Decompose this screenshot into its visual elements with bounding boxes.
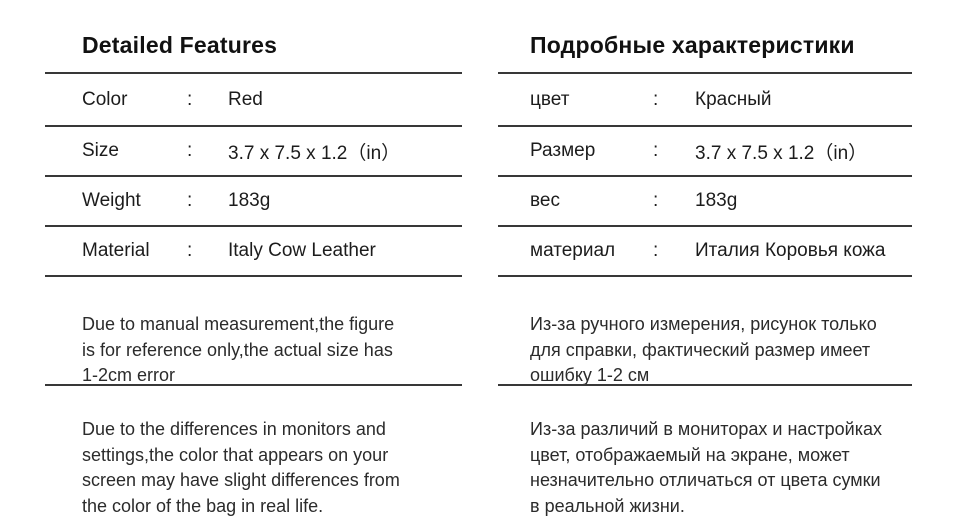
- spec-colon: :: [187, 190, 193, 211]
- spec-table: цвет : Красный Размер : 3.7 x 7.5 x 1.2（…: [498, 72, 912, 277]
- spec-colon: :: [653, 240, 659, 261]
- spec-label: цвет: [530, 88, 570, 110]
- spec-label: Size: [82, 140, 119, 161]
- spec-row-weight: вес : 183g: [498, 177, 912, 227]
- spec-label: Color: [82, 88, 128, 110]
- spec-colon: :: [187, 140, 193, 161]
- section-title: Detailed Features: [82, 32, 278, 58]
- spec-row-weight: Weight : 183g: [45, 177, 462, 227]
- spec-row-size: Размер : 3.7 x 7.5 x 1.2（in）: [498, 127, 912, 177]
- spec-colon: :: [653, 140, 659, 161]
- spec-table: Color : Red Size : 3.7 x 7.5 x 1.2（in） W…: [45, 72, 462, 277]
- spec-value: Red: [228, 88, 263, 110]
- measurement-disclaimer: Due to manual measurement,the figure is …: [82, 314, 395, 385]
- section-english: Detailed Features Color : Red Size : 3.7…: [45, 0, 462, 525]
- divider: [45, 384, 462, 386]
- spec-value: 183g: [695, 190, 738, 211]
- spec-label: Material: [82, 240, 150, 261]
- spec-value: 3.7 x 7.5 x 1.2（in）: [228, 142, 401, 164]
- spec-row-size: Size : 3.7 x 7.5 x 1.2（in）: [45, 127, 462, 177]
- spec-label: Размер: [530, 140, 596, 161]
- spec-colon: :: [653, 190, 659, 211]
- display-disclaimer: Из-за различий в мониторах и настройках …: [530, 419, 882, 516]
- spec-value: Italy Cow Leather: [228, 240, 376, 261]
- divider: [498, 384, 912, 386]
- spec-value: 183g: [228, 190, 271, 211]
- section-title: Подробные характеристики: [530, 32, 855, 58]
- spec-colon: :: [653, 88, 659, 110]
- spec-value: Красный: [695, 88, 772, 110]
- spec-value: 3.7 x 7.5 x 1.2（in）: [695, 142, 868, 164]
- spec-row-material: материал : Италия Коровья кожа: [498, 227, 912, 277]
- spec-row-material: Material : Italy Cow Leather: [45, 227, 462, 277]
- spec-colon: :: [187, 88, 193, 110]
- display-disclaimer: Due to the differences in monitors and s…: [82, 419, 400, 516]
- section-russian: Подробные характеристики цвет : Красный …: [498, 0, 912, 525]
- spec-label: Weight: [82, 190, 141, 211]
- measurement-disclaimer: Из-за ручного измерения, рисунок только …: [530, 314, 877, 385]
- spec-value: Италия Коровья кожа: [695, 240, 886, 261]
- spec-row-color: цвет : Красный: [498, 74, 912, 127]
- spec-label: вес: [530, 190, 560, 211]
- spec-row-color: Color : Red: [45, 74, 462, 127]
- spec-label: материал: [530, 240, 616, 261]
- spec-colon: :: [187, 240, 193, 261]
